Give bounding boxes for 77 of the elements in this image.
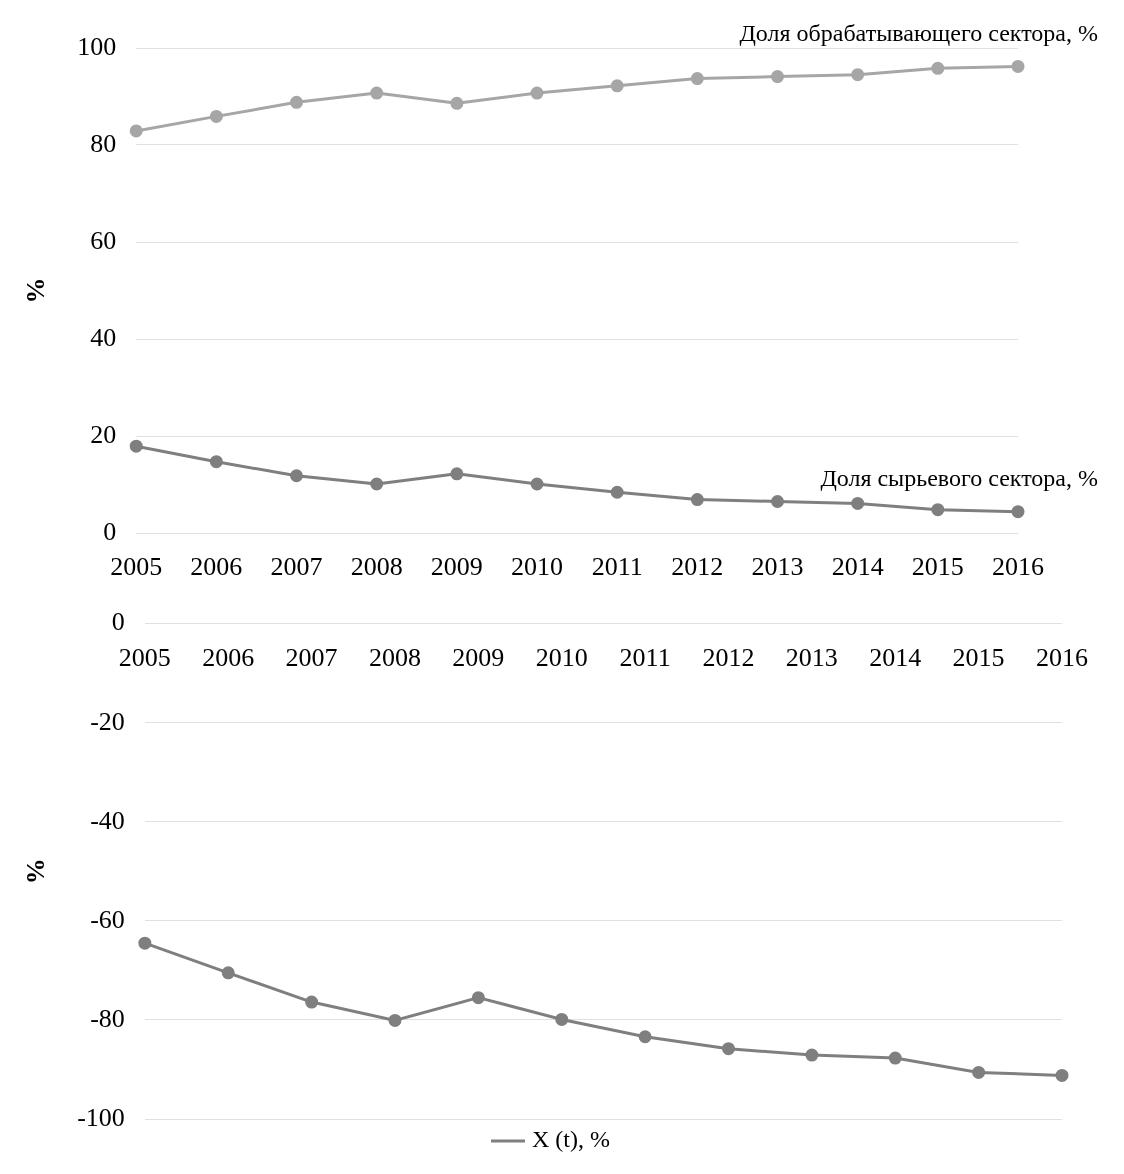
point bbox=[851, 68, 865, 82]
y-tick-label: 60 bbox=[90, 225, 117, 255]
x-tick-label: 2006 bbox=[202, 643, 255, 673]
point bbox=[138, 936, 152, 950]
x-tick-label: 2011 bbox=[619, 643, 671, 673]
point bbox=[610, 485, 624, 499]
x-tick-label: 2016 bbox=[992, 552, 1044, 582]
x-tick-label: 2005 bbox=[110, 552, 163, 582]
point bbox=[370, 86, 384, 100]
point bbox=[721, 1042, 735, 1056]
x-tick-label: 2005 bbox=[118, 643, 171, 673]
point bbox=[972, 1065, 986, 1079]
x-tick-label: 2009 bbox=[452, 643, 505, 673]
x-tick-label: 2010 bbox=[511, 552, 564, 582]
x-tick-label: 2015 bbox=[911, 552, 964, 582]
y-tick-label: -40 bbox=[90, 805, 125, 835]
x-tick-label: 2007 bbox=[285, 643, 338, 673]
x-tick-label: 2006 bbox=[190, 552, 243, 582]
x-tick-label: 2008 bbox=[368, 643, 421, 673]
point bbox=[290, 95, 304, 109]
point bbox=[471, 991, 485, 1005]
y-tick-label: -100 bbox=[77, 1102, 125, 1132]
x-tick-label: 2014 bbox=[831, 552, 884, 582]
point bbox=[370, 477, 384, 491]
point bbox=[1011, 505, 1025, 519]
y-tick-label: 20 bbox=[90, 419, 117, 449]
point bbox=[771, 494, 785, 508]
legend-label: X (t), % bbox=[532, 1126, 610, 1153]
point bbox=[805, 1048, 819, 1062]
y-tick-label: 100 bbox=[77, 31, 117, 61]
y-tick-label: 0 bbox=[103, 516, 117, 546]
x-tick-label: 2014 bbox=[869, 643, 922, 673]
x-tick-label: 2016 bbox=[1036, 643, 1088, 673]
point bbox=[931, 503, 945, 517]
point bbox=[290, 469, 304, 483]
point bbox=[610, 79, 624, 93]
x-tick-label: 2007 bbox=[270, 552, 323, 582]
point bbox=[555, 1012, 569, 1026]
point bbox=[851, 496, 865, 510]
point bbox=[888, 1051, 902, 1065]
point bbox=[388, 1013, 402, 1027]
y-tick-label: 80 bbox=[90, 128, 117, 158]
point bbox=[1055, 1068, 1069, 1082]
point bbox=[450, 467, 464, 481]
x-tick-label: 2008 bbox=[350, 552, 403, 582]
point bbox=[209, 455, 223, 469]
x-tick-label: 2013 bbox=[751, 552, 804, 582]
point bbox=[690, 493, 704, 507]
y-axis-title: % bbox=[21, 277, 51, 304]
x-tick-label: 2009 bbox=[430, 552, 483, 582]
point bbox=[638, 1030, 652, 1044]
y-axis-title: % bbox=[21, 858, 51, 885]
point bbox=[771, 70, 785, 84]
point bbox=[1011, 59, 1025, 73]
point bbox=[305, 995, 319, 1009]
point bbox=[221, 966, 235, 980]
x-tick-label: 2012 bbox=[702, 643, 755, 673]
x-tick-label: 2012 bbox=[671, 552, 724, 582]
y-tick-label: -20 bbox=[90, 706, 125, 736]
x-tick-label: 2015 bbox=[952, 643, 1005, 673]
point bbox=[129, 124, 143, 138]
y-tick-label: -80 bbox=[90, 1003, 125, 1033]
x-tick-label: 2010 bbox=[535, 643, 588, 673]
point bbox=[209, 109, 223, 123]
point bbox=[129, 439, 143, 453]
series-label: Доля обрабатывающего сектора, % bbox=[739, 19, 1098, 46]
point bbox=[530, 86, 544, 100]
point bbox=[931, 61, 945, 75]
point bbox=[450, 96, 464, 110]
series-label: Доля сырьевого сектора, % bbox=[820, 464, 1098, 491]
x-tick-label: 2013 bbox=[785, 643, 838, 673]
point bbox=[530, 477, 544, 491]
y-tick-label: 40 bbox=[90, 322, 117, 352]
y-tick-label: -60 bbox=[90, 904, 125, 934]
x-tick-label: 2011 bbox=[591, 552, 643, 582]
point bbox=[690, 72, 704, 86]
y-tick-label: 0 bbox=[111, 607, 125, 637]
